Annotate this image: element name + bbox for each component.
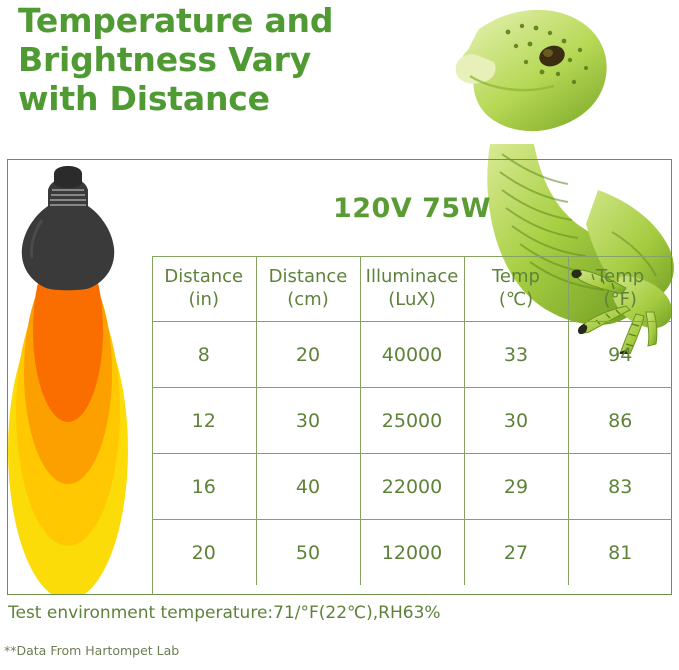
cell-temp-fahrenheit: 81 <box>567 519 672 585</box>
header-unit: (LuX) <box>388 288 436 310</box>
cell-temp-celsius: 33 <box>463 321 569 388</box>
page-title: Temperature and Brightness Vary with Dis… <box>18 1 418 119</box>
header-unit: (cm) <box>287 288 329 310</box>
cell-temp-fahrenheit: 83 <box>567 453 672 520</box>
cell-distance-cm: 40 <box>255 453 361 520</box>
cell-distance-in: 20 <box>152 519 257 585</box>
table-row: 12 30 25000 30 86 <box>152 387 672 454</box>
header-unit: (in) <box>188 288 219 310</box>
column-header-temp-fahrenheit: Temp (°F) <box>567 256 672 322</box>
page-title-line-1: Temperature and <box>18 1 334 40</box>
environment-note: Test environment temperature:71/°F(22℃),… <box>8 603 441 623</box>
column-header-temp-celsius: Temp (℃) <box>463 256 569 322</box>
table-row: 8 20 40000 33 94 <box>152 321 672 388</box>
header-unit: (℃) <box>498 288 534 310</box>
cell-distance-cm: 50 <box>255 519 361 585</box>
cell-illuminance-lux: 25000 <box>359 387 465 454</box>
table-header-row: Distance (in) Distance (cm) Illuminace (… <box>152 256 672 322</box>
wattage-banner: 120V 75W <box>152 160 672 256</box>
header-label: Distance <box>164 266 244 287</box>
table-row: 20 50 12000 27 81 <box>152 519 672 585</box>
cell-temp-celsius: 30 <box>463 387 569 454</box>
cell-distance-in: 8 <box>152 321 257 388</box>
data-source-note: **Data From Hartompet Lab <box>4 643 180 658</box>
header-unit: (°F) <box>603 288 637 310</box>
wattage-label: 120V 75W <box>332 192 491 224</box>
page-title-line-3: with Distance <box>18 78 270 118</box>
cell-temp-celsius: 29 <box>463 453 569 520</box>
cell-temp-fahrenheit: 94 <box>567 321 672 388</box>
column-header-illuminance: Illuminace (LuX) <box>359 256 465 322</box>
measurements-table: Distance (in) Distance (cm) Illuminace (… <box>152 256 672 585</box>
cell-distance-cm: 20 <box>255 321 361 388</box>
cell-illuminance-lux: 40000 <box>359 321 465 388</box>
cell-distance-in: 12 <box>152 387 257 454</box>
column-header-distance-cm: Distance (cm) <box>255 256 361 322</box>
cell-distance-cm: 30 <box>255 387 361 454</box>
column-header-distance-in: Distance (in) <box>152 256 257 322</box>
header-label: Distance <box>268 266 348 287</box>
cell-temp-celsius: 27 <box>463 519 569 585</box>
cell-illuminance-lux: 12000 <box>359 519 465 585</box>
header-label: Illuminace <box>365 266 459 287</box>
header-label: Temp <box>596 266 645 287</box>
page-title-line-2: Brightness Vary <box>18 39 312 79</box>
table-row: 16 40 22000 29 83 <box>152 453 672 520</box>
header-label: Temp <box>492 266 540 287</box>
cell-distance-in: 16 <box>152 453 257 520</box>
cell-temp-fahrenheit: 86 <box>567 387 672 454</box>
cell-illuminance-lux: 22000 <box>359 453 465 520</box>
